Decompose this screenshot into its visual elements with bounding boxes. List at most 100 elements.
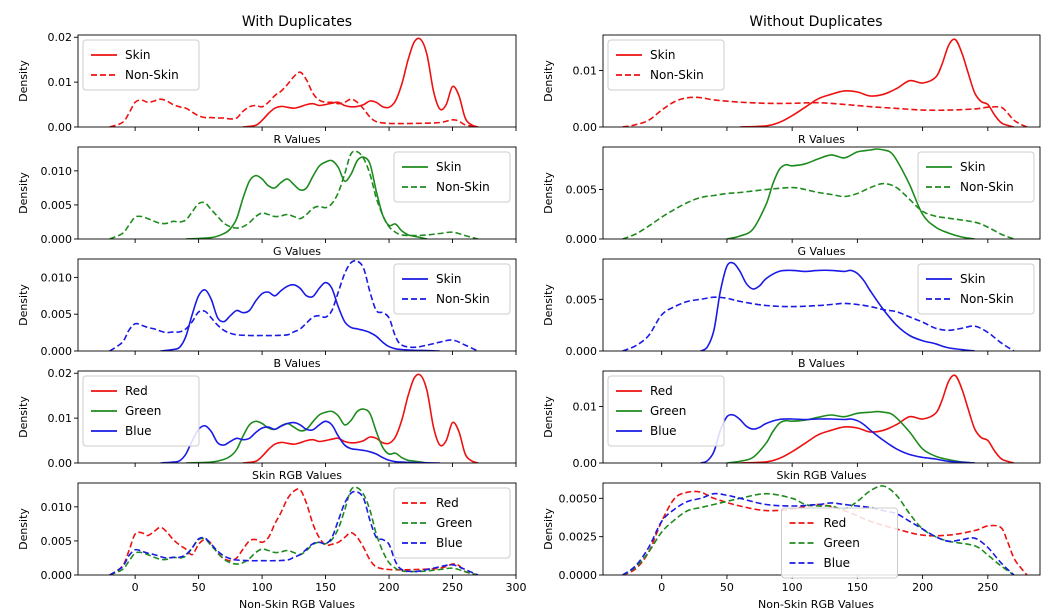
legend: Red Green Blue: [781, 507, 898, 579]
series-line-green: [185, 408, 428, 463]
series-line-red: [109, 488, 479, 575]
panel-with-5: 0.000 0.005 0.010 0 50 100 150 200 250 300 Density…: [17, 482, 527, 594]
series-line-non-skin: [109, 71, 479, 127]
legend-box: [393, 151, 511, 203]
legend-box: [393, 263, 511, 315]
x-axis-label-left: Non-Skin RGB Values: [239, 598, 355, 611]
y-tick-label: 0.01: [573, 65, 598, 78]
y-tick-label: 0.00: [48, 457, 73, 470]
legend-entry: Non-Skin: [960, 292, 1014, 306]
plot-frame: [602, 146, 1041, 240]
y-axis-label: Density: [17, 396, 30, 438]
legend: Skin Non-Skin: [393, 151, 511, 203]
plot-frame: [77, 258, 517, 352]
series-line-blue: [109, 490, 479, 575]
y-tick-label: 0.02: [48, 367, 73, 380]
legend-entry: Green: [125, 404, 161, 418]
legend-entry: Red: [650, 384, 673, 398]
legend-box: [393, 487, 511, 559]
x-axis-label: G Values: [273, 245, 321, 258]
y-tick-label: 0.005: [566, 293, 598, 306]
y-axis-label: Density: [542, 172, 555, 214]
legend: Skin Non-Skin: [917, 263, 1035, 315]
y-axis-label: Density: [542, 396, 555, 438]
y-tick-label: 0.00: [573, 121, 598, 134]
panel-with-3: 0.000 0.005 0.010 Density B Values Skin Non-Sk…: [17, 258, 517, 370]
y-axis-label: Density: [17, 508, 30, 550]
x-axis-label-right: Non-Skin RGB Values: [758, 598, 874, 611]
panel-with-2: 0.000 0.005 0.010 Density G Values Skin Non-Sk…: [17, 146, 517, 258]
legend-entry: Skin: [436, 160, 462, 174]
legend: Skin Non-Skin: [607, 39, 725, 91]
legend-entry: Green: [436, 516, 472, 530]
x-axis-label: R Values: [798, 133, 845, 146]
y-tick-label: 0.010: [41, 271, 73, 284]
y-tick-label: 0.01: [48, 76, 73, 89]
series-line-red: [739, 374, 1015, 463]
panel-without-2: 0.000 0.005 Density G Values Skin Non-Skin: [542, 146, 1041, 258]
panel-with-1: 0.00 0.01 0.02 Density R Values Skin Non-Skin: [17, 31, 517, 146]
series-line-non-skin: [622, 296, 1015, 351]
legend: Red Green Blue: [393, 487, 511, 559]
y-tick-label: 0.0000: [559, 569, 598, 582]
legend-entry: Non-Skin: [436, 180, 490, 194]
series-line-non-skin: [109, 150, 479, 239]
x-axis-label: Skin RGB Values: [252, 469, 342, 482]
y-tick-label: 0.00: [573, 457, 598, 470]
legend-entry: Red: [436, 496, 459, 510]
y-tick-label: 0.000: [41, 345, 73, 358]
series-line-blue: [622, 492, 1015, 575]
panel-without-5: 0.0000 0.0025 0.0050 0 50 100 150 200 250 Density…: [542, 482, 1041, 594]
plot-frame: [602, 34, 1041, 128]
legend-entry: Skin: [436, 272, 462, 286]
legend: Skin Non-Skin: [917, 151, 1035, 203]
legend-entry: Blue: [125, 424, 152, 438]
legend-entry: Blue: [824, 556, 851, 570]
y-tick-label: 0.000: [566, 233, 598, 246]
x-tick-label: 300: [506, 581, 527, 594]
x-tick-label: 100: [782, 581, 803, 594]
x-tick-label: 50: [720, 581, 734, 594]
panel-with-4: 0.00 0.01 0.02 Density Skin RGB Values Red Gre…: [17, 367, 517, 482]
y-tick-label: 0.005: [566, 184, 598, 197]
legend-box: [82, 375, 200, 447]
series-line-skin: [185, 156, 428, 239]
legend-entry: Skin: [650, 48, 676, 62]
legend: Red Green Blue: [607, 375, 725, 447]
legend-entry: Non-Skin: [436, 292, 490, 306]
series-line-non-skin: [622, 96, 1028, 127]
x-axis-label: B Values: [798, 357, 845, 370]
panel-without-4: 0.00 0.01 Density Skin RGB Values Red Green Bl…: [542, 370, 1041, 482]
series-line-red: [242, 373, 479, 463]
legend: Red Green Blue: [82, 375, 200, 447]
legend-box: [607, 39, 725, 91]
series-line-skin: [700, 261, 975, 351]
legend-entry: Blue: [436, 536, 463, 550]
x-axis-label: B Values: [274, 357, 321, 370]
y-axis-label: Density: [17, 172, 30, 214]
plot-frame: [77, 34, 517, 128]
y-tick-label: 0.005: [41, 535, 73, 548]
y-tick-label: 0.005: [41, 199, 73, 212]
series-line-skin: [726, 148, 975, 239]
y-axis-label: Density: [17, 60, 30, 102]
legend-box: [607, 375, 725, 447]
plot-frame: [77, 370, 517, 464]
x-axis-label: R Values: [273, 133, 320, 146]
x-tick-label: 100: [252, 581, 273, 594]
legend-entry: Red: [824, 516, 847, 530]
plot-frame: [77, 482, 517, 576]
legend-entry: Non-Skin: [125, 68, 179, 82]
y-tick-label: 0.01: [573, 401, 598, 414]
title-with-duplicates: With Duplicates: [242, 14, 352, 30]
series-line-green: [726, 410, 975, 463]
series-line-blue: [160, 420, 440, 463]
panel-without-1: 0.00 0.01 Density R Values Skin Non-Skin: [542, 34, 1041, 146]
y-tick-label: 0.01: [48, 412, 73, 425]
x-tick-label: 250: [442, 581, 463, 594]
y-tick-label: 0.000: [566, 345, 598, 358]
y-tick-label: 0.010: [41, 501, 73, 514]
legend-box: [917, 263, 1035, 315]
panels-grid: 0.00 0.01 0.02 Density R Values Skin Non-Skin 0…: [17, 31, 1041, 594]
y-tick-label: 0.0050: [559, 492, 598, 505]
